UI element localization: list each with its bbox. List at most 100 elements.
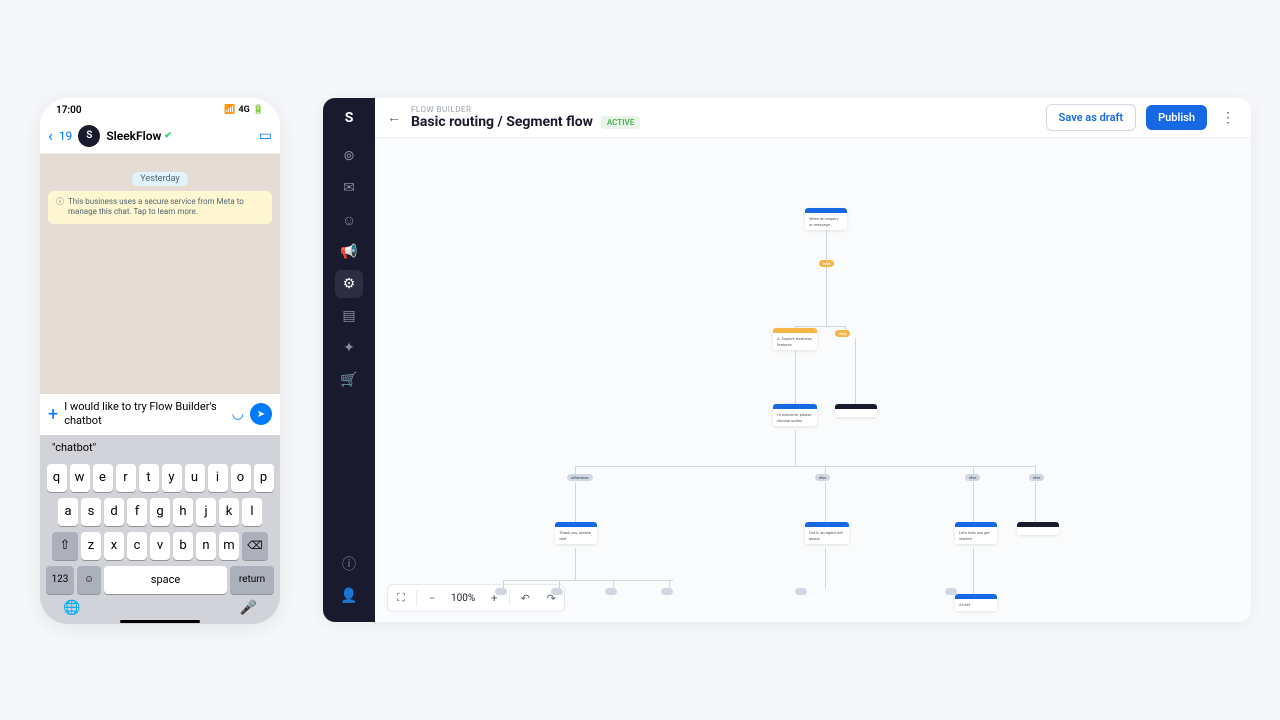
key-shift[interactable]: ⇧ [52, 532, 78, 560]
flow-node[interactable] [835, 404, 877, 417]
flow-edge [1035, 482, 1036, 522]
sidebar-inbox-icon[interactable]: ✉ [335, 174, 363, 202]
key-delete[interactable]: ⌫ [242, 532, 268, 560]
key-emoji[interactable]: ☺ [77, 566, 101, 594]
sidebar-analytics-icon[interactable]: ▤ [335, 302, 363, 330]
flow-condition-pill[interactable]: otherwise [567, 474, 593, 481]
key-z[interactable]: z [81, 532, 101, 560]
key-k[interactable]: k [219, 498, 239, 526]
flow-condition-pill[interactable]: else [835, 330, 850, 337]
sidebar-help-icon[interactable]: ⓘ [335, 550, 363, 578]
key-return[interactable]: return [230, 566, 274, 594]
key-j[interactable]: j [196, 498, 216, 526]
key-h[interactable]: h [173, 498, 193, 526]
flow-condition-pill[interactable]: wait [819, 260, 834, 267]
app-sidebar: S ⊚ ✉ ☺ 📢 ⚙ ▤ ✦ 🛒 ⓘ 👤 [323, 98, 375, 622]
key-u[interactable]: u [185, 464, 205, 492]
flow-node[interactable] [1017, 522, 1059, 535]
flow-condition-pill[interactable] [551, 588, 563, 595]
flow-condition-pill[interactable] [605, 588, 617, 595]
sidebar-broadcast-icon[interactable]: ⊚ [335, 142, 363, 170]
attach-icon[interactable]: + [48, 404, 58, 425]
chat-header: ‹ 19 S SleekFlow ✔ ▭ [40, 118, 280, 154]
flow-node[interactable]: When an enquiry or message [805, 208, 847, 230]
flow-condition-pill[interactable]: else [965, 474, 980, 481]
flow-condition-pill[interactable] [795, 588, 807, 595]
send-button[interactable]: ➤ [250, 403, 272, 425]
flow-condition-pill[interactable]: else [815, 474, 830, 481]
phone-mockup: 17:00 📶 4G 🔋 ‹ 19 S SleekFlow ✔ ▭ Yester… [40, 98, 280, 624]
sidebar-contacts-icon[interactable]: ☺ [335, 206, 363, 234]
key-m[interactable]: m [219, 532, 239, 560]
flow-canvas[interactable]: ⛶ − 100% + ↶ ↷ When an enquiry or messag… [375, 138, 1251, 622]
sidebar-settings-icon[interactable]: 👤 [335, 582, 363, 610]
flow-node[interactable]: A: Explore business features [773, 328, 817, 350]
flow-edge [825, 482, 826, 522]
back-button[interactable]: ← [387, 109, 401, 126]
sticker-icon[interactable]: ◡ [232, 406, 244, 422]
globe-icon[interactable]: 🌐 [63, 600, 80, 616]
app-main: ← FLOW BUILDER Basic routing / Segment f… [375, 98, 1251, 622]
sidebar-campaign-icon[interactable]: 📢 [335, 238, 363, 266]
zoom-out-button[interactable]: − [421, 587, 443, 609]
key-o[interactable]: o [231, 464, 251, 492]
key-g[interactable]: g [150, 498, 170, 526]
publish-button[interactable]: Publish [1146, 105, 1207, 130]
key-i[interactable]: i [208, 464, 228, 492]
key-d[interactable]: d [104, 498, 124, 526]
flow-edge [826, 266, 827, 326]
key-s[interactable]: s [81, 498, 101, 526]
message-input[interactable]: I would like to try Flow Builder's chatb… [64, 400, 226, 429]
flow-condition-pill[interactable]: else [1029, 474, 1044, 481]
sidebar-integrations-icon[interactable]: ✦ [335, 334, 363, 362]
info-icon: ⓘ [56, 197, 64, 218]
key-w[interactable]: w [70, 464, 90, 492]
key-r[interactable]: r [116, 464, 136, 492]
undo-button[interactable]: ↶ [514, 587, 536, 609]
flow-condition-pill[interactable] [661, 588, 673, 595]
key-a[interactable]: a [58, 498, 78, 526]
back-count[interactable]: 19 [59, 129, 73, 143]
chat-body[interactable]: Yesterday ⓘ This business uses a secure … [40, 154, 280, 394]
key-c[interactable]: c [127, 532, 147, 560]
key-t[interactable]: t [139, 464, 159, 492]
contact-name[interactable]: SleekFlow ✔ [106, 129, 172, 143]
key-v[interactable]: v [150, 532, 170, 560]
key-b[interactable]: b [173, 532, 193, 560]
key-e[interactable]: e [93, 464, 113, 492]
flow-title-text: Basic routing / Segment flow [411, 114, 593, 130]
home-indicator[interactable] [120, 620, 200, 623]
flow-node[interactable]: Got it, an agent will assist [805, 522, 849, 544]
keyboard: qwertyuiop asdfghjkl ⇧zxcvbnm⌫ 123 ☺ spa… [40, 460, 280, 624]
canvas-toolbar: ⛶ − 100% + ↶ ↷ [387, 584, 565, 612]
key-n[interactable]: n [196, 532, 216, 560]
flow-node[interactable]: Let's help you get started [955, 522, 997, 544]
more-icon[interactable]: ⋮ [1217, 110, 1239, 126]
keyboard-suggestion[interactable]: "chatbot" [40, 435, 280, 460]
key-y[interactable]: y [162, 464, 182, 492]
key-p[interactable]: p [254, 464, 274, 492]
back-icon[interactable]: ‹ [48, 126, 53, 145]
flow-node[interactable]: All set [955, 594, 997, 611]
sidebar-commerce-icon[interactable]: 🛒 [335, 366, 363, 394]
app-logo[interactable]: S [345, 110, 354, 126]
flow-edge [503, 580, 673, 581]
fullscreen-icon[interactable]: ⛶ [390, 587, 412, 609]
mic-icon[interactable]: 🎤 [240, 600, 257, 616]
key-space[interactable]: space [104, 566, 227, 594]
contact-avatar[interactable]: S [78, 125, 100, 147]
date-separator: Yesterday [48, 166, 272, 185]
flow-condition-pill[interactable] [495, 588, 507, 595]
flow-edge [795, 326, 845, 327]
save-draft-button[interactable]: Save as draft [1046, 104, 1136, 131]
flow-node[interactable]: Hi welcome, please choose option [773, 404, 817, 426]
key-f[interactable]: f [127, 498, 147, 526]
sidebar-flow-icon[interactable]: ⚙ [335, 270, 363, 298]
key-q[interactable]: q [47, 464, 67, 492]
encryption-notice[interactable]: ⓘ This business uses a secure service fr… [48, 191, 272, 224]
key-123[interactable]: 123 [46, 566, 74, 594]
key-x[interactable]: x [104, 532, 124, 560]
key-l[interactable]: l [242, 498, 262, 526]
flow-node[interactable]: Thank you, please visit [555, 522, 597, 544]
menu-icon[interactable]: ▭ [259, 128, 272, 144]
